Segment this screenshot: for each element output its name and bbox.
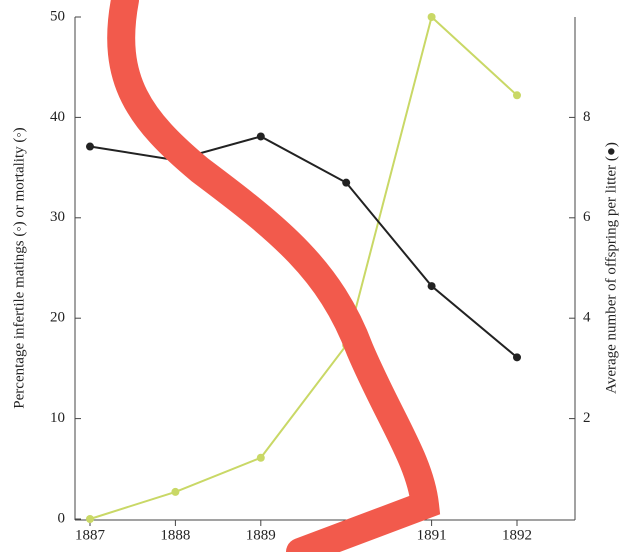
y-axis-title: Percentage infertile matings (◦) or mort… <box>11 127 27 408</box>
x-tick-label: 1891 <box>417 527 447 543</box>
y2-tick-label: 2 <box>583 410 591 426</box>
y2-tick-label: 6 <box>583 209 591 225</box>
y-tick-label: 0 <box>58 510 66 526</box>
point <box>428 13 436 21</box>
point <box>342 179 350 187</box>
point <box>513 91 521 99</box>
x-tick-label: 1887 <box>75 527 106 543</box>
y2-axis-title: Average number of offspring per litter (… <box>603 142 619 394</box>
y-tick-label: 50 <box>50 8 65 24</box>
point <box>513 353 521 361</box>
y-tick-label: 40 <box>50 109 65 125</box>
x-tick-label: 1889 <box>246 527 276 543</box>
point <box>171 488 179 496</box>
x-tick-label: 1888 <box>160 527 190 543</box>
point <box>86 515 94 523</box>
point <box>86 143 94 151</box>
point <box>257 454 265 462</box>
y-tick-label: 10 <box>50 410 65 426</box>
y2-tick-label: 4 <box>583 310 591 326</box>
y-tick-label: 20 <box>50 310 65 326</box>
point <box>257 132 265 140</box>
scribble <box>121 0 425 552</box>
point <box>428 282 436 290</box>
chart: Percentage infertile matings (◦) or mort… <box>0 0 622 552</box>
y-tick-label: 30 <box>50 209 65 225</box>
x-tick-label: 1892 <box>502 527 532 543</box>
y2-tick-label: 8 <box>583 109 591 125</box>
